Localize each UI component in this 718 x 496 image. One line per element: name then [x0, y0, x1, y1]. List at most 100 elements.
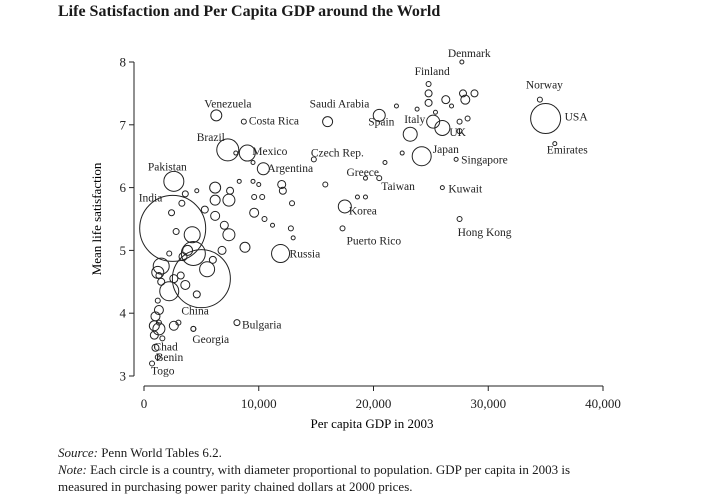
country-circle-togo: [149, 360, 156, 367]
country-circle-kuwait: [439, 185, 445, 191]
x-tick-label: 0: [141, 396, 148, 411]
chart-title: Life Satisfaction and Per Capita GDP aro…: [58, 3, 441, 20]
data-points: [139, 59, 562, 367]
point-label-bulgaria: Bulgaria: [242, 320, 282, 332]
country-circle-czech-rep: [310, 156, 317, 163]
country-circle: [222, 193, 236, 207]
point-label-spain: Spain: [368, 116, 394, 128]
country-circle-saudi-arabia: [322, 116, 334, 128]
point-label-china: China: [181, 306, 208, 318]
country-circle-taiwan: [376, 175, 383, 182]
note-line-1: Note: Each circle is a country, with dia…: [58, 461, 570, 478]
y-tick-label: 5: [120, 243, 127, 258]
source-text: Penn World Tables 6.2.: [101, 445, 222, 460]
point-label-benin: Benin: [156, 352, 184, 364]
country-circle: [250, 178, 256, 184]
country-circle: [222, 228, 236, 242]
country-circle-greece: [362, 175, 368, 181]
country-circle: [210, 210, 221, 221]
country-circle: [393, 103, 399, 109]
point-label-saudi-arabia: Saudi Arabia: [310, 99, 370, 111]
country-circle: [456, 118, 463, 125]
country-circle: [180, 241, 206, 267]
country-circle: [456, 128, 463, 135]
country-circle: [414, 106, 420, 112]
point-label-pakistan: Pakistan: [148, 161, 187, 173]
country-circle-spain: [372, 108, 386, 122]
country-circle-georgia: [190, 325, 197, 332]
country-circle: [176, 271, 185, 280]
country-circle: [157, 277, 166, 286]
country-circle: [153, 305, 164, 316]
country-circle: [154, 297, 161, 304]
point-label-togo: Togo: [151, 365, 175, 377]
x-tick-label: 10,000: [241, 396, 277, 411]
country-circle: [449, 103, 455, 109]
y-tick-label: 4: [120, 306, 127, 321]
country-circle: [159, 335, 166, 342]
country-circle: [175, 319, 182, 326]
country-circle: [362, 194, 368, 200]
country-circle: [256, 181, 262, 187]
country-circle-costa-rica: [240, 118, 247, 125]
country-circle-japan: [411, 146, 432, 167]
country-circle: [183, 226, 201, 244]
country-circle: [236, 178, 242, 184]
note-line-2: measured in purchasing power parity chai…: [58, 478, 413, 495]
x-tick-label: 20,000: [356, 396, 392, 411]
country-circle: [459, 89, 468, 98]
country-circle-korea: [337, 199, 352, 214]
country-circle: [470, 89, 479, 98]
country-circle: [149, 330, 159, 340]
point-label-georgia: Georgia: [192, 334, 229, 346]
country-circle-usa: [530, 103, 562, 135]
source-label: Source:: [58, 445, 98, 460]
country-circle: [166, 250, 173, 257]
country-circle-india: [139, 194, 207, 262]
country-circle: [233, 150, 239, 156]
country-circle: [277, 179, 287, 189]
country-circle: [322, 181, 329, 188]
country-circle-argentina: [256, 162, 270, 176]
country-circle-hong-kong: [456, 216, 463, 222]
note-text-2: measured in purchasing power parity chai…: [58, 479, 413, 494]
country-circle: [270, 222, 276, 228]
country-circle: [168, 320, 179, 331]
point-label-czech-rep: Czech Rep.: [311, 147, 364, 159]
country-circle-pakistan: [163, 170, 185, 192]
country-circle-italy: [402, 126, 418, 142]
point-label-japan: Japan: [433, 144, 459, 156]
point-label-india: India: [139, 192, 163, 204]
point-label-costa-rica: Costa Rica: [249, 116, 299, 128]
country-circle: [432, 109, 438, 115]
point-label-emirates: Emirates: [547, 145, 588, 157]
country-circle: [464, 115, 471, 122]
point-labels: Denmark Finland Norway USA Emirates Venezuela…: [139, 48, 589, 377]
country-circle-brazil: [216, 138, 240, 162]
country-circle: [209, 194, 221, 206]
country-circle: [249, 207, 260, 218]
point-label-mexico: Mexico: [252, 146, 287, 158]
note-text-1: Each circle is a country, with diameter …: [90, 462, 571, 477]
point-label-denmark: Denmark: [448, 48, 491, 60]
country-circle-venezuela: [210, 109, 223, 122]
country-circle-bulgaria: [233, 319, 241, 327]
country-circle-chad: [151, 343, 160, 352]
y-tick-label: 6: [120, 180, 127, 195]
country-circle: [178, 252, 188, 262]
point-label-hong-kong: Hong Kong: [458, 227, 512, 239]
country-circle-puerto-rico: [339, 225, 346, 232]
country-circle: [424, 89, 433, 98]
country-circle: [354, 194, 360, 200]
country-circle: [168, 209, 176, 217]
y-tick-label: 7: [120, 117, 127, 132]
x-tick-label: 30,000: [470, 396, 506, 411]
point-label-korea: Korea: [349, 205, 377, 217]
country-circle-emirates: [552, 141, 558, 147]
country-circle: [382, 159, 388, 165]
country-circle: [200, 205, 209, 214]
x-tick-label: 40,000: [585, 396, 621, 411]
country-circle: [441, 95, 451, 105]
note-label: Note:: [58, 462, 87, 477]
